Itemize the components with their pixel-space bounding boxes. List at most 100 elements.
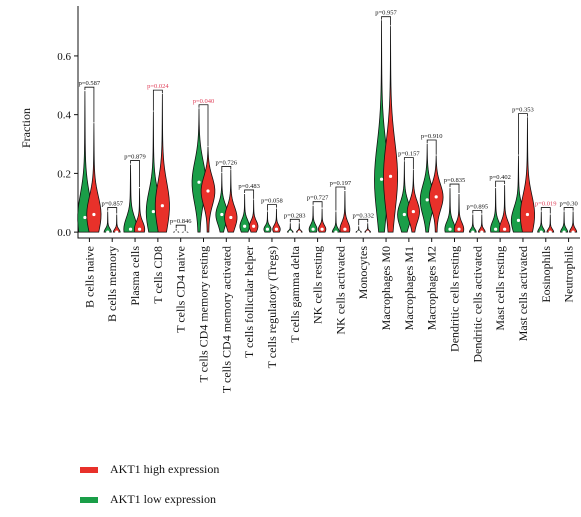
- violin-high: [134, 188, 146, 233]
- p-bracket: [312, 201, 323, 208]
- violin-high: [453, 193, 465, 233]
- p-value-label: p=0.483: [238, 183, 260, 190]
- median-dot-low: [174, 230, 178, 234]
- median-dot-high: [115, 230, 119, 234]
- p-bracket: [358, 218, 369, 226]
- violin-high: [224, 170, 238, 233]
- p-bracket: [563, 207, 574, 211]
- violin-low: [444, 188, 456, 233]
- legend-item-low: AKT1 low expression: [80, 492, 216, 507]
- p-value-label: p=0.402: [489, 174, 511, 181]
- p-bracket: [403, 157, 414, 170]
- median-dot-low: [151, 209, 155, 214]
- x-category-label: T cells CD4 memory activated: [219, 246, 233, 393]
- p-bracket: [198, 104, 209, 146]
- median-dot-low: [471, 230, 475, 234]
- violin-low: [103, 211, 112, 233]
- violin-low: [191, 108, 207, 233]
- x-axis-labels: B cells naive B cells memory Plasma cells T…: [82, 238, 576, 393]
- legend-item-high: AKT1 high expression: [80, 462, 219, 477]
- median-dot-low: [402, 212, 406, 217]
- median-dot-high: [206, 189, 210, 193]
- median-dot-high: [183, 230, 187, 234]
- p-bracket: [495, 180, 506, 188]
- violin-low: [355, 226, 362, 233]
- median-dot-high: [274, 227, 279, 231]
- violin-high: [406, 170, 420, 233]
- median-dot-low: [357, 230, 361, 234]
- violin-low: [490, 188, 502, 233]
- x-category-label: Macrophages M2: [425, 246, 439, 330]
- median-dot-low: [220, 212, 224, 217]
- x-category-label: Mast cells activated: [516, 246, 530, 341]
- violin-high: [248, 199, 259, 233]
- p-value-label: p=0.332: [352, 212, 374, 219]
- violin-low: [123, 164, 138, 233]
- violin-high: [569, 211, 578, 233]
- p-bracket: [472, 210, 483, 214]
- p-value-label: p=0.587: [79, 80, 101, 87]
- x-category-label: Macrophages M0: [379, 246, 393, 330]
- violin-low: [560, 211, 569, 233]
- p-value-label: p=0.957: [375, 10, 397, 17]
- x-category-label: T cells CD8: [151, 246, 165, 304]
- y-axis-label: Fraction: [19, 108, 33, 148]
- y-axis: 0.0 0.2 0.4 0.6: [57, 6, 580, 239]
- median-dot-high: [457, 227, 461, 231]
- legend-label-high: AKT1 high expression: [110, 462, 220, 476]
- x-category-label: B cells naive: [82, 246, 96, 308]
- p-bracket: [518, 113, 528, 155]
- p-value-label: p=0.197: [330, 180, 352, 187]
- p-value-label: p=0.835: [444, 177, 466, 184]
- p-value-label: p=0.058: [261, 198, 283, 205]
- violin-high: [86, 123, 102, 233]
- p-value-label: p=0.30: [559, 201, 577, 208]
- p-bracket: [244, 189, 255, 199]
- p-bracket: [267, 204, 277, 211]
- violin-low: [239, 193, 250, 233]
- violin-high: [498, 185, 511, 233]
- median-dot-low: [425, 198, 429, 202]
- median-dot-high: [388, 174, 393, 178]
- p-value-label: p=0.157: [398, 151, 420, 158]
- p-value-label: p=0.040: [193, 98, 215, 105]
- p-bracket: [107, 207, 118, 214]
- median-dot-low: [265, 227, 270, 231]
- median-dot-low: [197, 180, 201, 184]
- p-value-label: p=0.910: [421, 133, 443, 140]
- x-category-label: T cells gamma delta: [288, 245, 302, 342]
- violin-high: [272, 208, 281, 233]
- p-bracket: [540, 207, 551, 214]
- median-dot-high: [480, 230, 484, 234]
- median-dot-low: [311, 227, 315, 231]
- median-dot-high: [548, 230, 552, 234]
- violin-high: [112, 214, 121, 233]
- median-dot-high: [434, 195, 438, 199]
- p-bracket: [289, 218, 300, 223]
- y-tick-label: 0.2: [57, 168, 71, 180]
- violin-high: [154, 94, 170, 233]
- median-dot-low: [539, 230, 543, 234]
- median-dot-low: [379, 177, 384, 181]
- p-bracket: [426, 139, 437, 155]
- legend-swatch-low: [80, 496, 98, 503]
- x-category-label: Neutrophils: [562, 246, 576, 303]
- median-dot-low: [562, 230, 566, 234]
- median-dot-high: [137, 227, 142, 231]
- violin-high: [519, 117, 535, 233]
- median-dot-low: [288, 230, 292, 234]
- y-tick-label: 0.4: [57, 110, 71, 122]
- median-dot-low: [334, 230, 338, 234]
- x-category-label: Macrophages M1: [402, 246, 416, 330]
- median-dot-high: [411, 209, 415, 214]
- p-value-label: p=0.846: [170, 218, 192, 225]
- x-category-label: NK cells resting: [311, 246, 325, 324]
- x-category-label: B cells memory: [105, 246, 119, 322]
- median-dot-high: [343, 227, 347, 231]
- violin-low: [263, 211, 272, 233]
- violin-high: [477, 214, 486, 233]
- median-dot-low: [494, 227, 498, 231]
- median-dot-high: [366, 230, 370, 234]
- median-dot-high: [160, 204, 164, 208]
